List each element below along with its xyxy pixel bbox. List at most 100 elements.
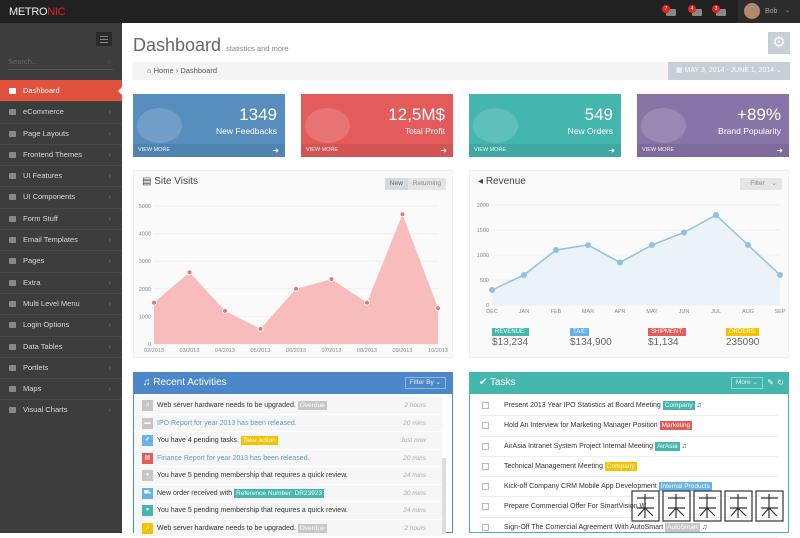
activity-tag: Overdue: [297, 523, 327, 533]
data-point[interactable]: [435, 305, 441, 312]
data-point[interactable]: [553, 247, 559, 253]
menu-icon: [9, 279, 16, 286]
data-point[interactable]: [364, 299, 370, 306]
date-range-picker[interactable]: ▦ MAY 3, 2014 - JUNE 1, 2014 ⌄: [668, 62, 790, 80]
data-point[interactable]: [777, 272, 783, 278]
data-point[interactable]: [151, 299, 157, 306]
data-point[interactable]: [713, 212, 719, 218]
sidebar-item-login-options[interactable]: Login Options ‹: [0, 314, 122, 335]
sidebar-item-email-templates[interactable]: Email Templates ‹: [0, 229, 122, 250]
view-more-link[interactable]: VIEW MORE ➜: [133, 144, 285, 157]
x-tick-label: SEP: [774, 309, 785, 315]
sidebar-item-portlets[interactable]: Portlets ‹: [0, 356, 122, 378]
sidebar-item-visual-charts[interactable]: Visual Charts ‹: [0, 399, 122, 420]
sidebar-item-multi-level-menu[interactable]: Multi Level Menu ‹: [0, 292, 122, 314]
task-checkbox[interactable]: [482, 442, 489, 450]
sidebar-item-extra[interactable]: Extra ‹: [0, 271, 122, 293]
count-badge: 7: [662, 5, 670, 13]
sidebar-item-dashboard[interactable]: Dashboard: [0, 80, 123, 102]
revenue-panel: ◂ Revenue Filter ⌄ 0 500 1000 1500 2000 DEC JA…: [469, 170, 789, 358]
sidebar-item-ui-features[interactable]: UI Features ‹: [0, 165, 122, 186]
task-checkbox[interactable]: [482, 462, 489, 470]
data-point[interactable]: [489, 287, 495, 293]
tab-new[interactable]: New: [384, 178, 408, 190]
sidebar-item-pages[interactable]: Pages ‹: [0, 250, 122, 271]
x-tick-label: 05/2013: [251, 348, 271, 354]
more-button[interactable]: More ⌄: [730, 377, 763, 389]
arrow-circle-icon: ➜: [272, 146, 279, 155]
data-point[interactable]: [222, 307, 228, 314]
task-checkbox[interactable]: [482, 503, 489, 511]
menu-toggle-button[interactable]: [96, 32, 112, 46]
refresh-icon[interactable]: ↻: [777, 378, 784, 387]
view-more-link[interactable]: VIEW MORE ➜: [301, 144, 453, 157]
logo[interactable]: METRONIC: [9, 6, 66, 18]
x-tick-label: JAN: [519, 309, 529, 315]
site-visits-panel: ▤ Site Visits New Returning 0 1000 2000 3000…: [133, 170, 453, 358]
data-point[interactable]: [617, 259, 623, 266]
bell-icon: ♫: [694, 402, 702, 409]
task-checkbox[interactable]: [482, 523, 489, 531]
sidebar-item-ui-components[interactable]: UI Components ‹: [0, 186, 122, 207]
chevron-left-icon: ‹: [108, 107, 112, 117]
sidebar-item-frontend-themes[interactable]: Frontend Themes ‹: [0, 143, 122, 165]
chevron-left-icon: ‹: [108, 341, 112, 351]
wrench-icon[interactable]: ✎: [767, 378, 774, 387]
data-point[interactable]: [328, 276, 335, 283]
menu-icon: [9, 215, 16, 222]
user-menu[interactable]: Bob ⌄: [738, 0, 800, 23]
envelope-notification[interactable]: 4: [688, 5, 702, 17]
bullhorn-icon: ◂: [478, 176, 486, 187]
view-more-link[interactable]: VIEW MORE ➜: [637, 144, 789, 157]
tab-returning[interactable]: Returning: [412, 180, 441, 187]
data-point[interactable]: [293, 285, 299, 292]
x-tick-label: DEC: [486, 309, 498, 315]
task-checkbox[interactable]: [482, 483, 489, 491]
scrollbar[interactable]: [442, 458, 446, 534]
data-point[interactable]: [399, 211, 406, 218]
activity-item[interactable]: ● You have 5 pending membership that requ…: [134, 502, 442, 520]
activity-item[interactable]: ✔ You have 4 pending tasks. Take action Ju…: [134, 432, 442, 450]
y-tick-label: 0: [148, 342, 151, 348]
filter-by-button[interactable]: Filter By ⌄: [404, 377, 446, 389]
activity-item[interactable]: ▤ Finance Report for year 2013 has been r…: [134, 449, 442, 467]
activity-item[interactable]: ● You have 5 pending membership that requ…: [134, 467, 442, 485]
activity-item[interactable]: ♫ Web server hardware needs to be upgrade…: [134, 397, 442, 415]
task-checkbox[interactable]: [482, 422, 489, 430]
data-point[interactable]: [257, 325, 264, 332]
search-icon[interactable]: ○: [106, 57, 111, 66]
data-point[interactable]: [585, 242, 591, 248]
data-point[interactable]: [186, 269, 193, 276]
data-point[interactable]: [521, 272, 527, 278]
sidebar-item-form-stuff[interactable]: Form Stuff ‹: [0, 207, 122, 229]
sidebar-item-maps[interactable]: Maps ‹: [0, 378, 122, 399]
calendar-notification[interactable]: 3: [712, 5, 726, 17]
activity-tag[interactable]: Take action: [240, 436, 278, 445]
activity-item[interactable]: ⛟ New order received with Reference Numbe…: [134, 484, 442, 502]
y-tick-label: 0: [486, 303, 489, 309]
filter-button[interactable]: Filter ⌄: [750, 180, 777, 187]
data-point[interactable]: [649, 242, 655, 248]
sidebar-item-ecommerce[interactable]: eCommerce ‹: [0, 101, 122, 122]
sidebar-search-input[interactable]: Search... ○: [8, 57, 113, 70]
activity-item[interactable]: ♫ Web server hardware needs to be upgrade…: [134, 519, 442, 537]
data-point[interactable]: [745, 242, 751, 248]
warning-notification[interactable]: 7: [662, 5, 676, 17]
task-item: Sign-Off The Comercial Agreement With Au…: [480, 518, 778, 538]
stat-value: $1,134: [648, 337, 679, 348]
data-point[interactable]: [681, 229, 687, 236]
view-more-link[interactable]: VIEW MORE ➜: [469, 144, 621, 157]
breadcrumb-home[interactable]: Home: [153, 66, 174, 75]
task-checkbox[interactable]: [482, 402, 489, 409]
task-item: Kick-off Company CRM Mobile App Developm…: [480, 477, 778, 498]
arrow-circle-icon: ➜: [776, 146, 783, 155]
sidebar-item-data-tables[interactable]: Data Tables ‹: [0, 335, 122, 357]
y-tick-label: 2000: [477, 203, 489, 209]
recent-activities-panel: ♫ Recent Activities Filter By ⌄ ♫ Web ser…: [133, 372, 453, 537]
activity-item[interactable]: ▬ IPO Report for year 2013 has been relea…: [134, 414, 442, 432]
stat-card: 549 New Orders VIEW MORE ➜: [469, 94, 621, 157]
stat-value: $134,900: [570, 337, 612, 348]
sidebar-item-page-layouts[interactable]: Page Layouts ‹: [0, 122, 122, 144]
settings-gear-button[interactable]: ⚙: [768, 32, 790, 54]
cart-icon: ⛟: [142, 487, 153, 499]
